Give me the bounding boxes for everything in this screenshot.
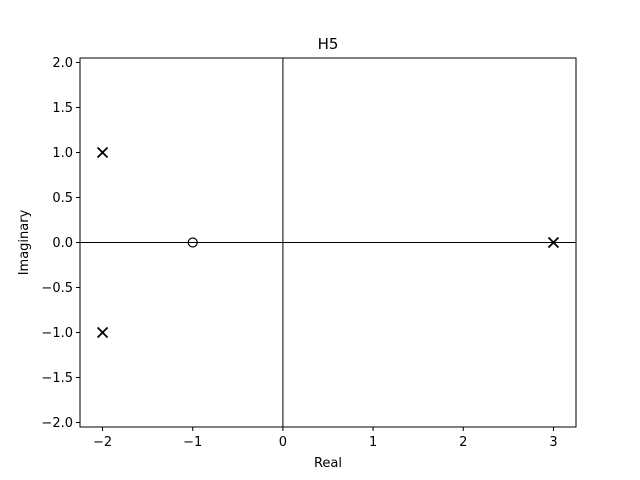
data-markers xyxy=(96,146,560,339)
x-axis-ticks: −2 −1 0 1 2 3 xyxy=(93,427,558,450)
x-tick-label: 3 xyxy=(549,435,557,450)
y-tick-label: −0.5 xyxy=(41,281,73,296)
y-tick-label: 1.5 xyxy=(52,101,73,116)
y-tick-label: 1.0 xyxy=(52,146,73,161)
y-axis-ticks: 2.0 1.5 1.0 0.5 0.0 −0.5 −1.0 −1.5 −2.0 xyxy=(41,56,80,431)
y-tick-label: 2.0 xyxy=(52,56,73,71)
y-tick-label: 0.0 xyxy=(52,236,73,251)
x-axis-label: Real xyxy=(314,456,342,471)
pole-marker xyxy=(547,236,560,249)
chart-title: H5 xyxy=(318,35,339,53)
x-tick-label: −1 xyxy=(183,435,202,450)
x-tick-label: −2 xyxy=(93,435,112,450)
pole-marker xyxy=(96,326,109,339)
y-tick-label: −1.0 xyxy=(41,326,73,341)
pole-marker xyxy=(96,146,109,159)
y-tick-label: −2.0 xyxy=(41,416,73,431)
y-axis-label: Imaginary xyxy=(17,209,32,275)
x-tick-label: 2 xyxy=(459,435,467,450)
reference-lines xyxy=(80,58,576,427)
x-tick-label: 1 xyxy=(369,435,377,450)
y-tick-label: 0.5 xyxy=(52,191,73,206)
x-tick-label: 0 xyxy=(279,435,287,450)
y-tick-label: −1.5 xyxy=(41,371,73,386)
zero-marker xyxy=(187,237,198,248)
